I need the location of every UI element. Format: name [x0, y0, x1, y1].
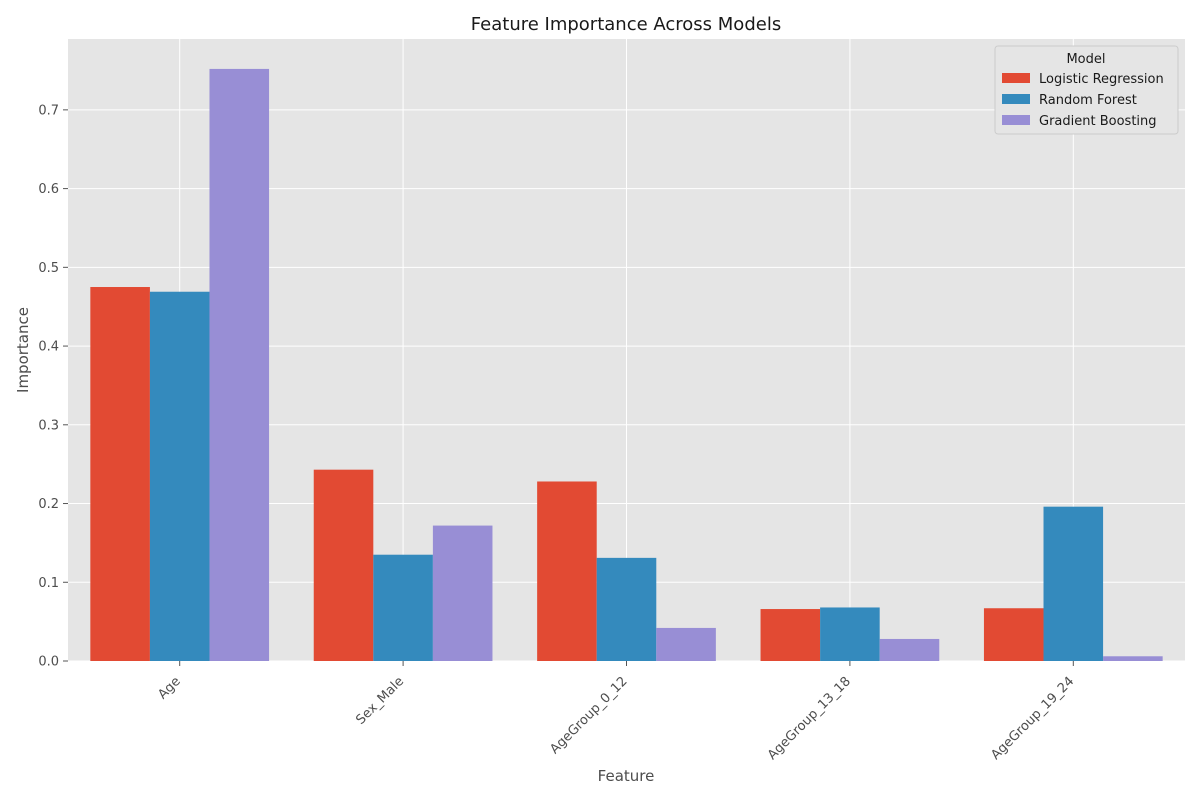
bar-gradient-boosting-agegroup-13-18 — [879, 638, 940, 661]
y-axis-ticks: 0.0 0.1 0.2 0.3 0.4 0.5 0.6 0.7 — [38, 103, 68, 670]
legend-swatch — [1002, 73, 1030, 83]
bar-gradient-boosting-agegroup-0-12 — [656, 627, 716, 661]
x-tick-label: AgeGroup_13_18 — [765, 674, 854, 763]
legend-label: Random Forest — [1039, 93, 1137, 108]
y-tick-label: 0.7 — [38, 103, 59, 118]
bar-gradient-boosting-sex-male — [432, 525, 493, 661]
x-tick-label: AgeGroup_19_24 — [988, 674, 1077, 763]
x-axis-ticks: Age Sex_Male AgeGroup_0_12 AgeGroup_13_18 Ag… — [155, 661, 1077, 763]
bar-logistic-regression-agegroup-13-18 — [760, 609, 821, 661]
bar-random-forest-agegroup-0-12 — [596, 557, 657, 661]
y-tick-label: 0.5 — [38, 261, 59, 276]
x-tick-label: AgeGroup_0_12 — [547, 674, 630, 757]
legend-box — [994, 45, 1179, 135]
legend-title: Model — [1066, 52, 1105, 67]
x-tick-label: Sex_Male — [353, 674, 407, 728]
y-tick-label: 0.0 — [38, 655, 59, 670]
chart-title: Feature Importance Across Models — [471, 14, 781, 35]
bar-logistic-regression-agegroup-19-24 — [983, 608, 1044, 661]
bar-gradient-boosting-age — [209, 68, 270, 661]
legend-label: Logistic Regression — [1039, 72, 1164, 87]
legend-swatch — [1002, 94, 1030, 104]
y-tick-label: 0.4 — [38, 340, 59, 355]
bars — [90, 68, 1163, 661]
legend-swatch — [1002, 115, 1030, 125]
bar-random-forest-agegroup-13-18 — [820, 607, 880, 661]
x-tick-label: Age — [155, 674, 183, 702]
bar-logistic-regression-age — [90, 287, 150, 661]
y-tick-label: 0.6 — [38, 182, 59, 197]
bar-random-forest-agegroup-19-24 — [1043, 506, 1104, 661]
bar-logistic-regression-sex-male — [313, 469, 374, 661]
y-tick-label: 0.1 — [38, 576, 59, 591]
bar-random-forest-age — [149, 291, 210, 661]
y-tick-label: 0.3 — [38, 418, 59, 433]
legend-label: Gradient Boosting — [1039, 114, 1157, 129]
x-axis-title: Feature — [598, 767, 655, 785]
legend: Model Logistic Regression Random Forest Gr… — [994, 45, 1179, 135]
bar-logistic-regression-agegroup-0-12 — [537, 481, 597, 661]
y-tick-label: 0.2 — [38, 497, 59, 512]
bar-random-forest-sex-male — [373, 554, 433, 661]
y-axis-title: Importance — [14, 307, 32, 393]
bar-gradient-boosting-agegroup-19-24 — [1103, 656, 1163, 661]
